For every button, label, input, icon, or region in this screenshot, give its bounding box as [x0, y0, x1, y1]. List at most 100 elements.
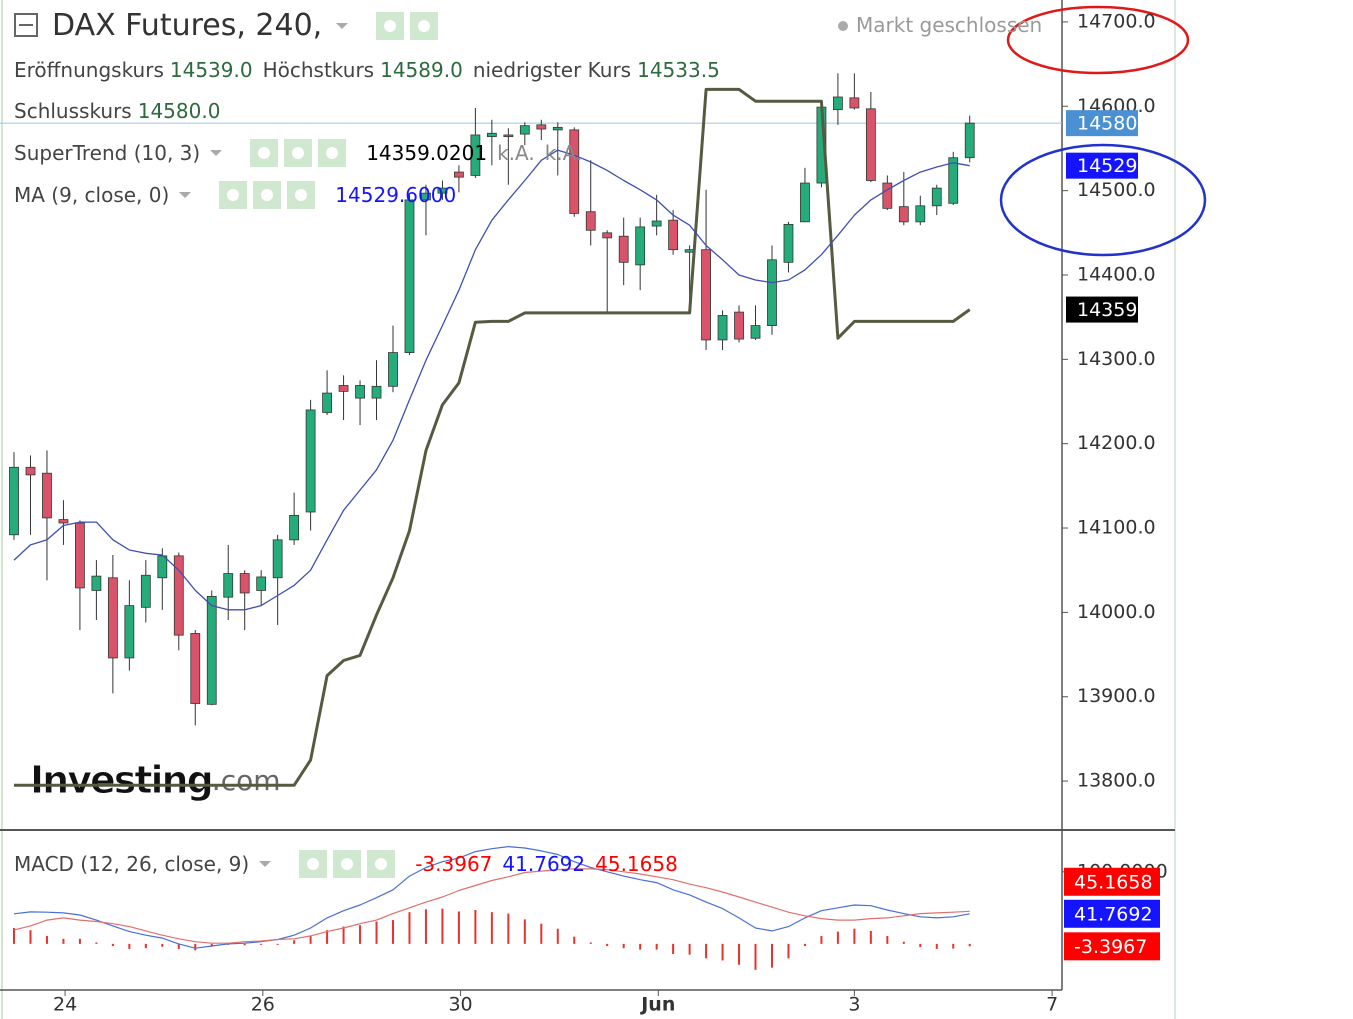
candle-body: [91, 575, 102, 591]
histogram-bar: [78, 938, 81, 944]
histogram-bar: [260, 943, 263, 945]
x-tick-label: 24: [53, 994, 77, 1016]
candle-body: [503, 134, 514, 138]
candle-body: [552, 126, 563, 131]
histogram-bar: [391, 920, 394, 944]
candle-body: [833, 96, 843, 111]
x-tick-label: Jun: [639, 994, 675, 1016]
histogram-bar: [424, 909, 427, 944]
histogram-bar: [29, 930, 32, 944]
candle-body: [651, 220, 662, 227]
candle-body: [701, 249, 711, 341]
candle-body: [289, 514, 300, 541]
dropdown[interactable]: [179, 192, 192, 198]
price-label: 14580.0: [1077, 113, 1156, 135]
histogram-bar: [441, 908, 444, 944]
candle-body: [569, 129, 580, 214]
histogram-bar: [95, 942, 98, 944]
candle-body: [750, 325, 761, 339]
remove-icon[interactable]: [367, 850, 396, 878]
y-tick-label: 13800.0: [1077, 770, 1156, 792]
settings-icon[interactable]: [333, 850, 362, 878]
histogram-bar: [770, 943, 773, 968]
histogram-bar: [62, 938, 65, 944]
candle-body: [338, 385, 349, 392]
histogram-bar: [177, 943, 180, 949]
histogram-bar: [606, 943, 609, 947]
legend-value: 14529.6000: [335, 183, 457, 207]
indicator-label: 45.1658: [1074, 871, 1153, 893]
macd-legend: MACD (12, 26, close, 9) -3.3967 41.7692 …: [14, 850, 678, 878]
candle-body: [585, 211, 596, 231]
histogram-bar: [787, 943, 790, 959]
candle-body: [668, 219, 679, 251]
candle-body: [437, 187, 448, 194]
candle-body: [388, 352, 398, 387]
histogram-bar: [128, 943, 131, 949]
x-tick-label: 3: [848, 994, 860, 1016]
histogram-bar: [45, 935, 48, 944]
candle-body: [124, 605, 135, 659]
plot-area: Investing.com: [0, 73, 1062, 970]
line: [14, 87, 971, 787]
histogram-bar: [194, 943, 197, 951]
status-dot: [838, 21, 848, 31]
candle-body: [536, 124, 547, 130]
ohlc-label: Höchstkurs: [262, 58, 375, 82]
watermark: Investing.com: [30, 758, 281, 802]
y-tick-label: 14000.0: [1077, 601, 1156, 623]
candle-body: [898, 206, 909, 223]
line: [13, 149, 970, 611]
dropdown[interactable]: [210, 150, 223, 156]
histogram-bar: [820, 935, 823, 944]
eye-icon[interactable]: [376, 11, 405, 40]
ohlc-value: 14589.0: [380, 58, 463, 82]
ohlc-label: Schlusskurs: [14, 99, 132, 123]
dropdown[interactable]: [336, 22, 349, 29]
candle-body: [206, 595, 217, 705]
price-label: 14529.6: [1077, 155, 1156, 177]
histogram-bar: [309, 935, 312, 944]
histogram-bar: [935, 943, 938, 949]
x-tick-label: 30: [448, 994, 472, 1016]
candle-body: [964, 122, 975, 159]
eye-icon[interactable]: [299, 850, 328, 878]
histogram-bar: [639, 943, 642, 950]
histogram-bar: [144, 943, 147, 949]
collapse-button[interactable]: [14, 13, 38, 37]
candle-body: [173, 555, 184, 636]
legend-name: MACD (12, 26, close, 9): [14, 852, 250, 876]
watermark-word: Investing: [30, 758, 212, 802]
legend-name: SuperTrend (10, 3): [14, 141, 201, 165]
dropdown[interactable]: [259, 861, 272, 867]
remove-icon[interactable]: [318, 139, 347, 167]
legend-name: MA (9, close, 0): [14, 183, 170, 207]
ohlc-value: 14580.0: [137, 99, 221, 123]
candle-body: [140, 574, 151, 608]
candle-body: [915, 205, 926, 223]
y-tick-label: 14400.0: [1077, 263, 1156, 285]
watermark-suffix: .com: [212, 764, 281, 797]
annotation-ellipse: [999, 143, 1207, 257]
eye-icon[interactable]: [219, 181, 248, 209]
settings-icon[interactable]: [284, 139, 313, 167]
candle-body: [470, 134, 481, 176]
candle-body: [635, 226, 646, 266]
candle-body: [9, 466, 19, 536]
line: [13, 846, 970, 949]
eye-icon[interactable]: [250, 139, 279, 167]
settings-icon[interactable]: [410, 11, 439, 40]
y-tick-label: 14300.0: [1077, 348, 1156, 370]
candle-body: [767, 259, 777, 326]
histogram-bar: [210, 943, 213, 947]
candle-body: [454, 171, 464, 178]
remove-icon[interactable]: [287, 181, 316, 209]
histogram-bar: [507, 913, 510, 944]
settings-icon[interactable]: [253, 181, 282, 209]
histogram-bar: [342, 926, 345, 944]
ohlc-label: niedrigster Kurs: [472, 58, 632, 82]
ohlc-row: Schlusskurs 14580.0: [14, 99, 220, 123]
y-tick-label: 14200.0: [1077, 432, 1156, 454]
